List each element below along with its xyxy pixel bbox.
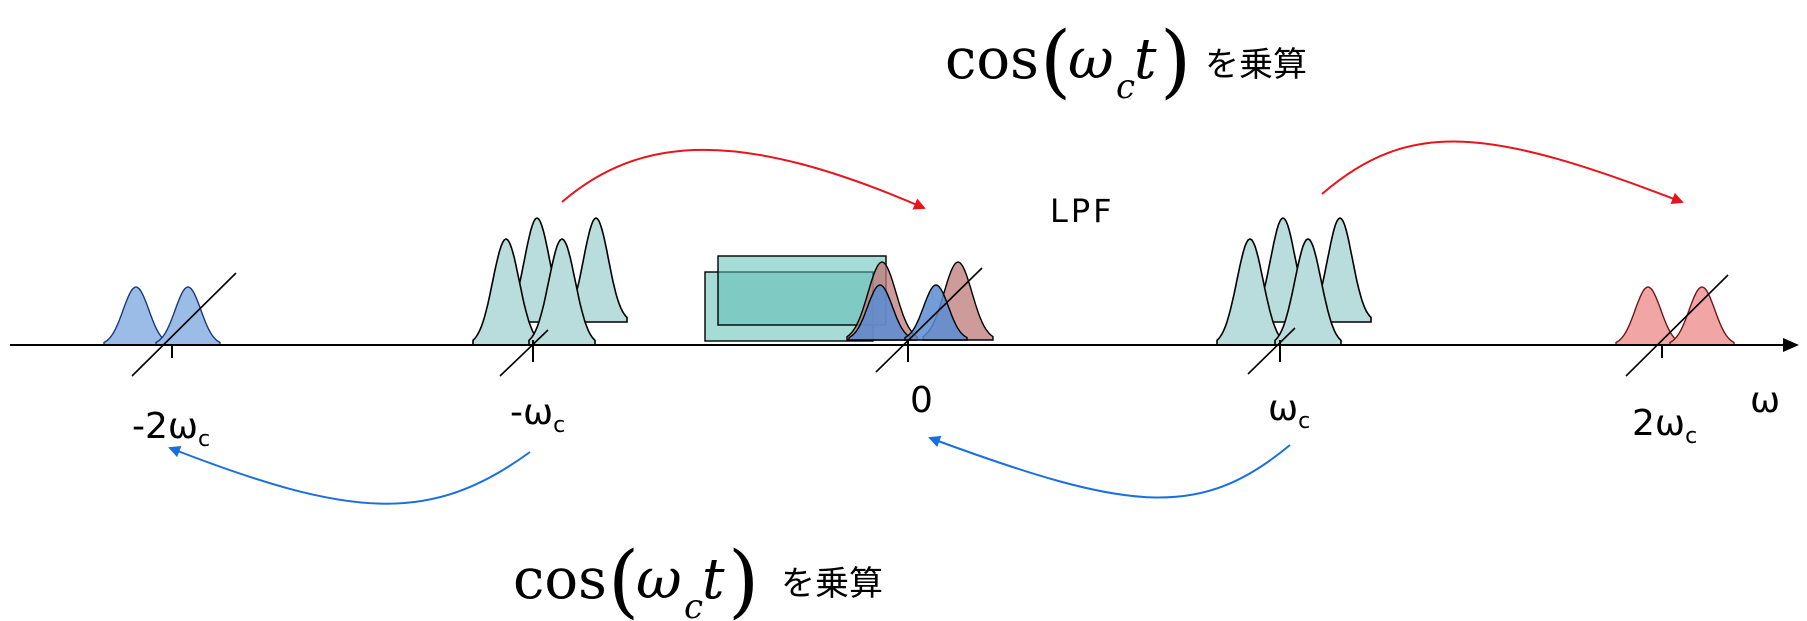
arrow-bottom-minus-wc-to-minus-2wc	[168, 446, 531, 505]
spectrum-input-at-wc	[1216, 217, 1372, 346]
arrow-top-left-to-zero	[561, 148, 926, 210]
spectrum-baseband-at-zero	[704, 255, 887, 342]
depth-axis-zero	[875, 267, 983, 373]
svg-text:cos: cos	[945, 27, 1039, 92]
peak-minus-2wc-a	[103, 286, 169, 346]
multiply-annotation-bottom: cos ( ω c t ) を乗算	[513, 534, 883, 621]
arrow-bottom-wc-to-zero	[928, 435, 1291, 499]
peak-minus-wc-front-b	[528, 238, 596, 346]
peak-wc-front-a	[1216, 238, 1284, 346]
svg-text:を乗算: を乗算	[781, 564, 883, 604]
svg-text:): )	[728, 534, 759, 621]
multiply-annotation-top: cos ( ω c t ) を乗算	[945, 14, 1307, 107]
lpf-box-front	[717, 255, 887, 326]
svg-text:t: t	[702, 547, 725, 612]
depth-axis-minus-2wc	[131, 272, 237, 377]
spectrum-shift-right-at-2wc	[1615, 286, 1735, 346]
svg-text:ω: ω	[1068, 27, 1114, 92]
label-wc: ωc	[1268, 388, 1310, 434]
depth-axis-wc	[1247, 327, 1296, 375]
peak-minus-wc-front-a	[472, 238, 540, 346]
peak-2wc-b	[1669, 286, 1735, 346]
lpf-label: LPF	[1050, 192, 1115, 230]
spectrum-shift-left-at-minus-2wc	[103, 286, 221, 346]
arrow-top-wc-to-2wc	[1321, 140, 1684, 205]
svg-text:ω: ω	[636, 547, 682, 612]
svg-text:を乗算: を乗算	[1205, 45, 1307, 85]
axis-symbol-omega: ω	[1750, 380, 1780, 421]
spectrum-input-at-minus-wc	[472, 217, 628, 346]
svg-text:c: c	[1116, 67, 1135, 107]
label-2wc: 2ωc	[1632, 403, 1697, 449]
svg-text:): )	[1160, 14, 1191, 107]
peak-minus-2wc-b	[155, 286, 221, 346]
peak-2wc-a	[1615, 286, 1681, 346]
depth-axis-minus-wc	[499, 329, 549, 377]
svg-text:cos: cos	[513, 547, 607, 612]
label-zero: 0	[910, 380, 933, 421]
peak-wc-front-b	[1274, 238, 1342, 346]
svg-text:t: t	[1134, 27, 1157, 92]
label-minus-wc: -ωc	[510, 392, 565, 438]
svg-text:(: (	[608, 534, 639, 621]
svg-text:c: c	[684, 587, 703, 621]
depth-axis-2wc	[1625, 274, 1729, 377]
label-minus-2wc: -2ωc	[132, 406, 210, 452]
svg-text:(: (	[1040, 14, 1071, 107]
peak-zero-blue-a	[848, 284, 912, 341]
